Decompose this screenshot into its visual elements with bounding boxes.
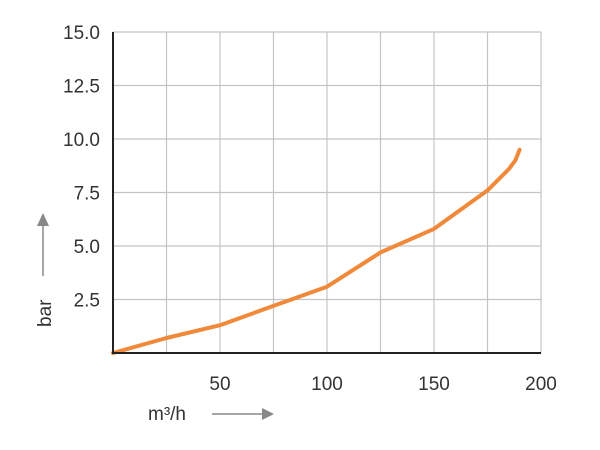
tick-labels: 50 100 150 200 2.5 5.0 7.5 10.0 12.5 15.0: [63, 23, 557, 395]
y-axis-arrow: [37, 213, 49, 276]
y-axis-label: bar: [35, 299, 56, 327]
grid: [113, 31, 542, 353]
series-line: [111, 147, 522, 355]
y-tick-label: 12.5: [63, 77, 100, 98]
axes: [112, 32, 541, 354]
x-tick-label: 100: [311, 374, 343, 395]
y-tick-label: 2.5: [74, 291, 100, 312]
x-axis-arrow: [212, 408, 274, 420]
x-tick-label: 50: [209, 374, 230, 395]
y-tick-label: 5.0: [74, 237, 100, 258]
y-tick-label: 10.0: [63, 130, 100, 151]
x-tick-label: 150: [418, 374, 450, 395]
x-axis-label: m³/h: [148, 404, 186, 425]
y-tick-label: 7.5: [74, 184, 100, 205]
series-layer: [111, 147, 522, 355]
x-tick-label: 200: [525, 374, 557, 395]
y-tick-label: 15.0: [63, 23, 100, 44]
